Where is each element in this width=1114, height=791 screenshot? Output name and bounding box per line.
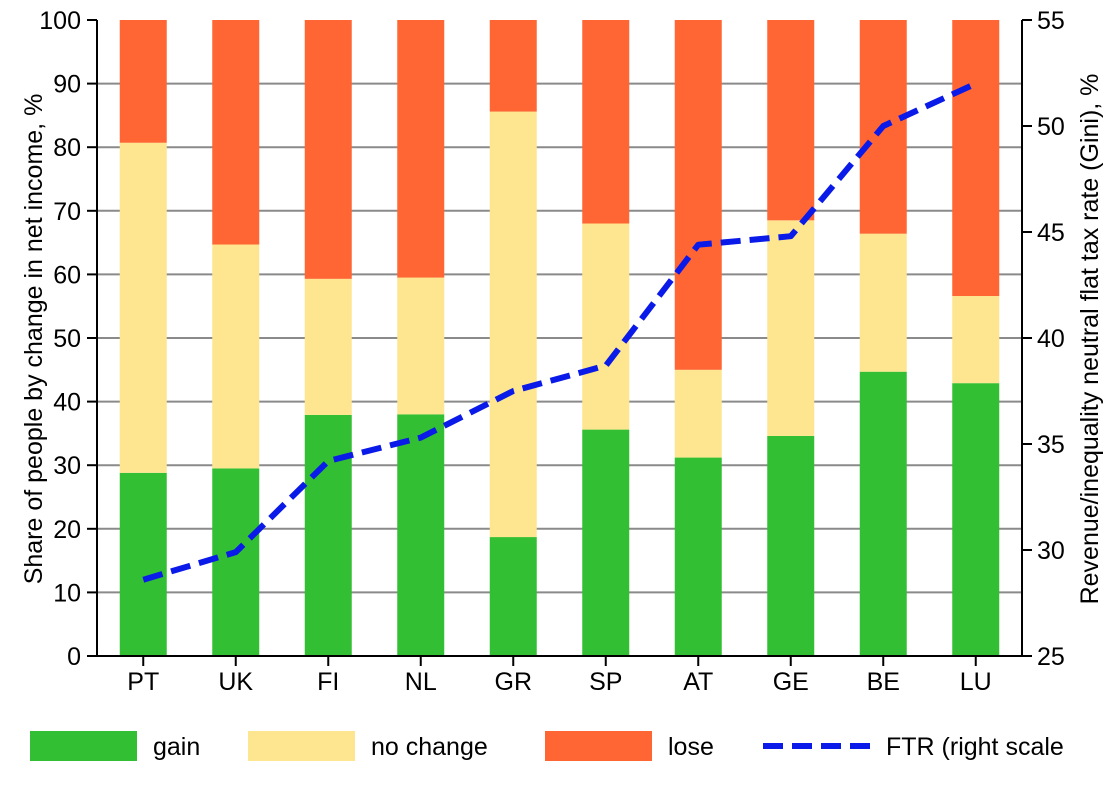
bar-gain-UK [212,468,260,656]
x-tick-label: GR [495,668,533,696]
ftr-line [142,80,978,583]
legend-label: lose [668,733,714,761]
y-tick-label: 30 [53,452,81,480]
y-axis-label: Share of people by change in net income,… [20,94,48,585]
bar-no-change-FI [304,278,352,415]
legend-swatch [30,731,137,761]
bar-gain-GE [767,435,815,656]
bar-gain-LU [952,383,1000,656]
legend-label: gain [153,733,200,761]
x-tick-label: NL [405,668,437,696]
bar-no-change-PT [119,142,167,473]
bar-lose-GR [489,20,537,112]
bar-no-change-SP [582,223,630,430]
bar-lose-AT [674,20,722,370]
y-tick-label: 0 [67,643,81,671]
y2-tick-label: 50 [1037,113,1065,141]
bar-lose-LU [952,20,1000,297]
y-tick-label: 80 [53,134,81,162]
bar-lose-NL [397,20,445,278]
y-tick-label: 100 [39,7,81,35]
bar-lose-UK [212,20,260,245]
bar-no-change-LU [952,296,1000,384]
x-tick-label: LU [960,668,992,696]
legend-item-lose: lose [545,731,714,761]
y2-tick-label: 30 [1037,537,1065,565]
bar-lose-GE [767,20,815,221]
ftr-line-path [142,80,978,583]
bar-no-change-NL [397,277,445,415]
bar-no-change-GE [767,220,815,436]
y2-axis-label: Revenue/inequality neutral flat tax rate… [1076,74,1104,605]
legend-swatch [545,731,652,761]
bar-no-change-AT [674,369,722,458]
x-tick-label: AT [683,668,713,696]
legend-item-ftr: FTR (right scale [763,733,1064,761]
bar-lose-FI [304,20,352,279]
legend-swatch [248,731,355,761]
bar-no-change-UK [212,244,260,469]
legend-label: no change [371,733,488,761]
bar-lose-SP [582,20,630,224]
y-tick-label: 10 [53,579,81,607]
legend-label: FTR (right scale [886,733,1064,761]
y-tick-label: 50 [53,325,81,353]
x-tick-label: GE [773,668,809,696]
bar-no-change-BE [859,233,907,372]
y-tick-label: 20 [53,516,81,544]
y-tick-label: 60 [53,261,81,289]
bar-gain-PT [119,472,167,656]
bars [119,20,1000,656]
y-tick-label: 90 [53,71,81,99]
y2-tick-label: 35 [1037,431,1065,459]
y2-tick-label: 45 [1037,219,1065,247]
y-tick-label: 40 [53,389,81,417]
legend-item-no: no change [248,731,488,761]
bar-no-change-GR [489,111,537,538]
x-tick-label: UK [218,668,253,696]
y2-tick-label: 25 [1037,643,1065,671]
x-tick-label: SP [589,668,622,696]
bar-gain-SP [582,429,630,656]
y2-tick-label: 40 [1037,325,1065,353]
y2-tick-label: 55 [1037,7,1065,35]
x-tick-label: FI [317,668,339,696]
legend: gain no change lose FTR (right scale [30,731,1064,761]
x-tick-label: BE [867,668,900,696]
bar-gain-BE [859,371,907,656]
bar-gain-FI [304,414,352,656]
y-tick-label: 70 [53,198,81,226]
bar-lose-PT [119,20,167,143]
axes: 0 10 20 30 40 50 60 70 80 90 100 25 30 35 40 45 50 55 PT UK… [39,7,1065,696]
legend-item-gain: gain [30,731,200,761]
bar-gain-NL [397,414,445,656]
x-tick-label: PT [127,668,159,696]
bar-gain-AT [674,457,722,656]
bar-gain-GR [489,537,537,656]
